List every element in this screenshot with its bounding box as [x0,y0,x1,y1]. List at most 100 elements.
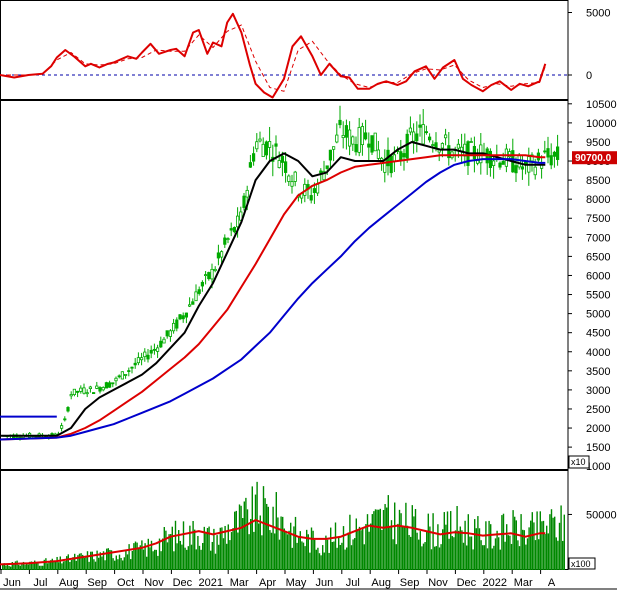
candle-body [367,143,371,148]
candle-body [229,228,233,231]
volume-bar [267,506,269,570]
volume-bar [501,515,503,570]
volume-bar [528,527,530,570]
time-tick-label: Nov [428,577,448,589]
volume-bar [35,563,37,570]
volume-bar [336,547,338,570]
volume-bar [384,504,386,570]
volume-bar [2,564,4,570]
price-tick-label: 3500 [586,366,610,378]
volume-bar [357,530,359,570]
candle-body [267,141,272,148]
volume-bar [450,511,452,570]
volume-bar [554,516,556,570]
volume-bar [557,540,559,570]
candle-body [325,165,329,169]
volume-bar [70,559,73,570]
volume-bar [328,552,330,570]
candle-body [408,127,413,133]
volume-bar [438,547,441,570]
volume-bar [539,511,541,570]
volume-bar [34,560,36,570]
volume-bar [216,535,218,570]
candle-body [117,375,121,378]
volume-bar [373,511,375,570]
volume-bar [114,560,116,570]
volume-bar [26,563,28,570]
candle-body [556,146,560,160]
volume-bar [125,549,127,570]
volume-bar [262,486,265,570]
volume-bar [440,544,442,570]
candle-body [136,357,140,364]
volume-bar [512,510,514,570]
volume-bar [224,525,226,570]
volume-bar [82,554,84,570]
volume-bar [197,535,199,570]
candle-body [427,136,432,141]
volume-bar [352,539,354,570]
volume-bar [165,530,167,570]
volume-bar [363,544,365,570]
volume-bar [394,502,396,570]
volume-bar [371,514,373,570]
volume-bar [453,537,455,570]
volume-bar [230,532,233,570]
price-tick-label: 8500 [586,175,610,187]
volume-bar [458,530,460,570]
volume-bar [275,492,277,570]
candle-body [341,135,345,139]
candle-body [344,125,349,138]
candle-body [373,132,377,152]
volume-bar [3,563,5,570]
volume-bar [509,535,511,570]
candle-body [312,188,317,193]
volume-bar [338,536,340,570]
volume-bar [115,555,117,570]
candle-body [498,162,502,168]
volume-bar [205,533,207,570]
volume-bar [334,522,337,570]
volume-bar [290,522,292,570]
volume-bar [112,558,114,570]
volume-bar [403,527,405,570]
price-tick-label: 9500 [586,137,610,149]
volume-bar [46,563,49,570]
candle-body [216,252,220,259]
volume-bar [410,536,412,570]
volume-bar [496,530,498,570]
volume-bar [437,524,439,570]
volume-bar [395,544,397,570]
long-moving-average-line [0,158,546,441]
volume-bar [272,506,274,570]
candle-body [392,154,397,162]
volume-bar [546,525,548,570]
time-tick-label: 2022 [483,577,507,589]
candle-body [322,171,326,181]
volume-bar [456,506,458,570]
volume-bar [90,551,92,570]
volume-bar [110,550,113,570]
volume-bar [99,552,101,570]
volume-bar [219,527,221,570]
volume-bar [22,561,25,570]
volume-bar [237,532,239,570]
volume-bar [432,513,434,570]
volume-bar [446,511,449,570]
volume-bar [317,547,319,570]
time-tick-label: A [548,577,556,589]
volume-bar [286,534,289,570]
volume-bar [480,540,482,570]
volume-bar [302,542,305,570]
volume-bar [210,550,212,570]
volume-bar [162,538,164,570]
candle-body [146,354,150,360]
candle-body [360,126,365,146]
candle-body [181,315,185,320]
volume-bar [538,539,540,570]
volume-bar [542,520,545,570]
volume-bar [461,530,463,570]
candle-body [120,371,124,380]
volume-bar [59,556,61,570]
volume-bar [318,553,321,570]
